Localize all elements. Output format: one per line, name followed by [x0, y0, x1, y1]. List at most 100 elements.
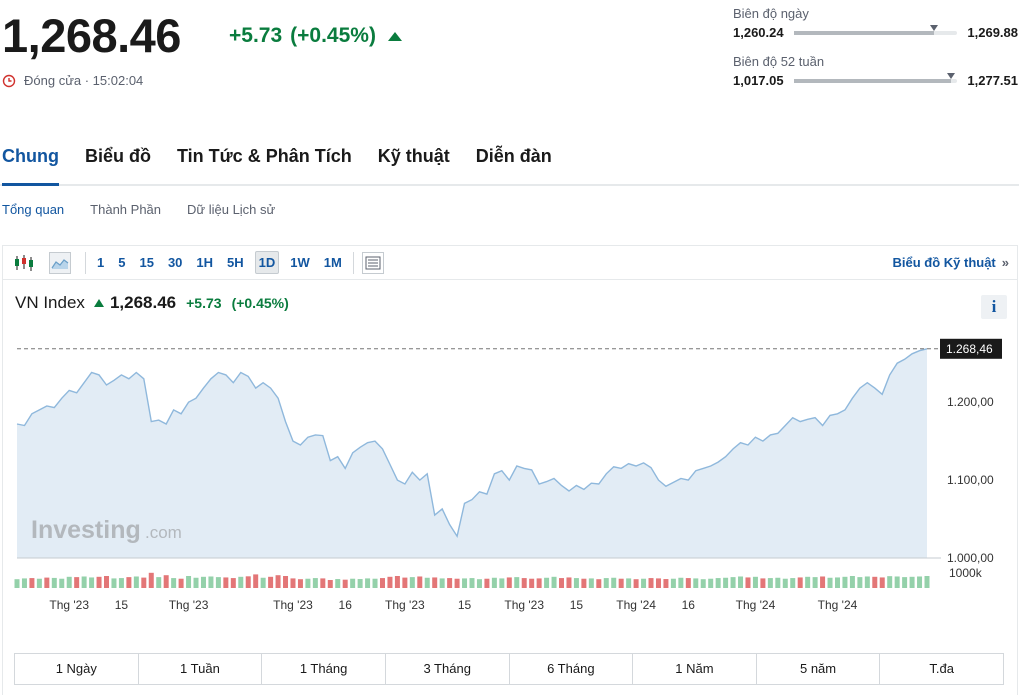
volume-bar — [879, 577, 885, 588]
timeframe-15[interactable]: 15 — [139, 255, 154, 270]
day-range-high: 1,269.88 — [967, 25, 1018, 40]
status-text: Đóng cửa · 15:02:04 — [24, 73, 144, 88]
instrument-name: VN Index — [15, 293, 85, 312]
period-max[interactable]: T.đa — [929, 661, 954, 676]
x-tick-label: Thg '24 — [736, 598, 776, 612]
info-icon[interactable]: i — [981, 295, 1007, 319]
volume-bar — [648, 578, 654, 588]
volume-bar — [618, 578, 624, 588]
y-tick-label: 1.200,00 — [947, 395, 994, 409]
volume-bar — [89, 577, 95, 588]
volume-bar — [372, 578, 378, 588]
volume-bar — [379, 578, 385, 588]
volume-bar — [551, 576, 557, 588]
price-change: +5.73 (+0.45%) — [229, 24, 402, 48]
subtab-historical-data[interactable]: Dữ liệu Lịch sử — [187, 202, 276, 217]
tab-news-analysis[interactable]: Tin Tức & Phân Tích — [176, 146, 352, 166]
volume-bar — [588, 578, 594, 588]
period-6-months[interactable]: 6 Tháng — [510, 654, 634, 684]
volume-bar — [193, 577, 199, 588]
timeframe-5h[interactable]: 5H — [227, 255, 244, 270]
volume-bar — [521, 578, 527, 588]
volume-bar — [760, 578, 766, 588]
change-percent: (+0.45%) — [290, 24, 376, 47]
volume-bar — [186, 576, 192, 588]
volume-bar — [178, 578, 184, 588]
toolbar-divider — [85, 251, 86, 274]
volume-bar — [670, 578, 676, 588]
volume-bar — [894, 576, 900, 588]
volume-bar — [365, 578, 371, 588]
x-tick-label: Thg '23 — [273, 598, 313, 612]
week52-range: Biên độ 52 tuần 1,017.05 1,277.51 — [733, 54, 1018, 88]
volume-bar — [484, 578, 490, 588]
change-value: +5.73 — [229, 24, 283, 47]
tab-forum[interactable]: Diễn đàn — [475, 146, 552, 166]
volume-bar — [36, 578, 42, 588]
tab-chart[interactable]: Biểu đồ — [84, 146, 151, 166]
volume-bar — [21, 578, 27, 588]
volume-bar — [268, 576, 274, 588]
volume-bar — [685, 578, 691, 588]
volume-bar — [454, 578, 460, 588]
volume-bar — [59, 578, 65, 588]
period-3-months[interactable]: 3 Tháng — [386, 654, 510, 684]
timeframe-5[interactable]: 5 — [118, 255, 126, 270]
volume-bar — [238, 576, 244, 588]
timeframe-1w[interactable]: 1W — [290, 255, 310, 270]
tab-overview[interactable]: Chung — [2, 136, 59, 186]
volume-bar — [693, 578, 699, 588]
period-1-month[interactable]: 1 Tháng — [262, 654, 386, 684]
volume-bar — [738, 576, 744, 588]
day-range: Biên độ ngày 1,260.24 1,269.88 — [733, 6, 1018, 40]
volume-bar — [752, 576, 758, 588]
technical-chart-link[interactable]: Biểu đồ Kỹ thuật » — [892, 255, 1009, 270]
market-status: Đóng cửa · 15:02:04 — [2, 73, 143, 88]
volume-bar — [849, 576, 855, 588]
x-tick-label: 16 — [682, 598, 696, 612]
volume-bar — [506, 577, 512, 588]
clock-icon — [2, 74, 16, 87]
tab-technical[interactable]: Kỹ thuật — [377, 146, 450, 166]
timeframe-1m[interactable]: 1M — [323, 255, 342, 270]
volume-bar — [633, 579, 639, 588]
volume-bar — [797, 577, 803, 588]
volume-bar — [133, 576, 139, 588]
volume-bar — [872, 576, 878, 588]
timeframe-1[interactable]: 1 — [97, 255, 105, 270]
price-chart: 1.000,00 1.100,00 1.200,00 1.268,46 Investin… — [14, 338, 1002, 612]
subtab-summary[interactable]: Tổng quan — [2, 202, 65, 217]
period-1-year[interactable]: 1 Năm — [633, 654, 757, 684]
volume-bar — [245, 576, 251, 588]
volume-bar — [29, 578, 35, 588]
table-icon[interactable] — [361, 251, 384, 274]
volume-bar — [350, 578, 356, 588]
period-5-years[interactable]: 5 năm — [757, 654, 881, 684]
volume-bar — [812, 577, 818, 588]
period-1-week[interactable]: 1 Tuần — [139, 654, 263, 684]
volume-bar — [581, 578, 587, 588]
day-range-label: Biên độ ngày — [733, 6, 809, 21]
up-arrow-icon — [93, 299, 104, 307]
x-tick-label: Thg '24 — [818, 598, 858, 612]
timeframe-1h[interactable]: 1H — [196, 255, 214, 270]
period-1-day[interactable]: 1 Ngày — [15, 654, 139, 684]
volume-bar — [260, 577, 266, 588]
volume-bar — [357, 579, 363, 588]
timeframe-1d[interactable]: 1D — [254, 251, 280, 274]
volume-bar — [820, 576, 826, 588]
volume-bar — [566, 577, 572, 588]
volume-bar — [603, 578, 609, 588]
candlestick-icon[interactable] — [13, 252, 35, 274]
subtab-components[interactable]: Thành Phần — [90, 202, 162, 217]
volume-bar — [611, 577, 617, 588]
volume-bar — [909, 576, 915, 588]
volume-bar — [499, 578, 505, 588]
volume-bar — [66, 576, 72, 588]
volume-bar — [81, 576, 87, 588]
chart-change-percent: (+0.45%) — [231, 295, 289, 311]
area-chart-icon[interactable] — [49, 251, 71, 274]
y-tick-label: 1.000,00 — [947, 551, 994, 565]
timeframe-30[interactable]: 30 — [167, 255, 183, 270]
x-tick-label: Thg '23 — [385, 598, 425, 612]
